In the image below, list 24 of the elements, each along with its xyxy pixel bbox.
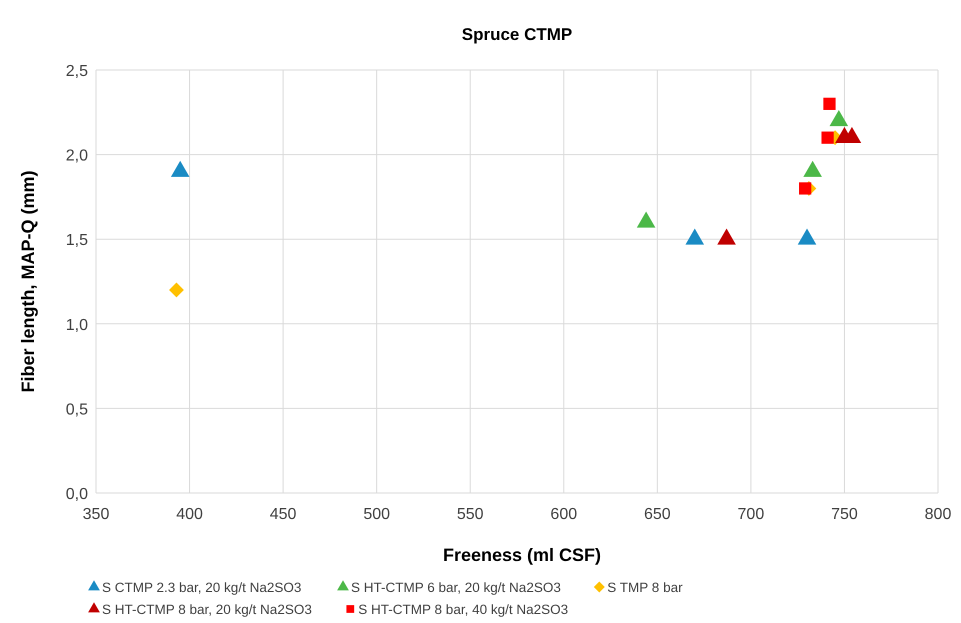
- x-tick-label: 750: [831, 506, 858, 523]
- y-tick-label: 1,0: [66, 316, 88, 334]
- x-tick-label: 350: [82, 506, 110, 523]
- x-tick-label: 500: [363, 506, 390, 523]
- x-tick-label: 450: [270, 506, 297, 523]
- y-tick-label: 0,5: [66, 401, 88, 418]
- legend-label: S HT-CTMP 6 bar, 20 kg/t Na2SO3: [351, 580, 561, 595]
- x-tick-label: 400: [176, 506, 203, 523]
- x-tick-label: 800: [924, 506, 952, 523]
- legend-label: S TMP 8 bar: [607, 580, 684, 595]
- chart-title: Spruce CTMP: [462, 25, 572, 44]
- y-tick-label: 2,0: [66, 148, 88, 165]
- legend-label: S CTMP 2.3 bar, 20 kg/t Na2SO3: [102, 580, 302, 595]
- x-tick-label: 600: [550, 506, 578, 523]
- x-tick-label: 700: [738, 506, 764, 523]
- y-axis-title: Fiber length, MAP-Q (mm): [18, 170, 38, 392]
- y-tick-label: 1,5: [66, 232, 88, 250]
- legend-label: S HT-CTMP 8 bar, 40 kg/t Na2SO3: [358, 602, 568, 617]
- x-axis-title: Freeness (ml CSF): [442, 545, 602, 565]
- y-tick-label: 2,5: [66, 63, 88, 80]
- legend-label: S HT-CTMP 8 bar, 20 kg/t Na2SO3: [102, 602, 312, 617]
- x-tick-label: 650: [644, 506, 671, 523]
- y-tick-label: 0,0: [66, 486, 88, 503]
- x-tick-label: 550: [456, 506, 484, 523]
